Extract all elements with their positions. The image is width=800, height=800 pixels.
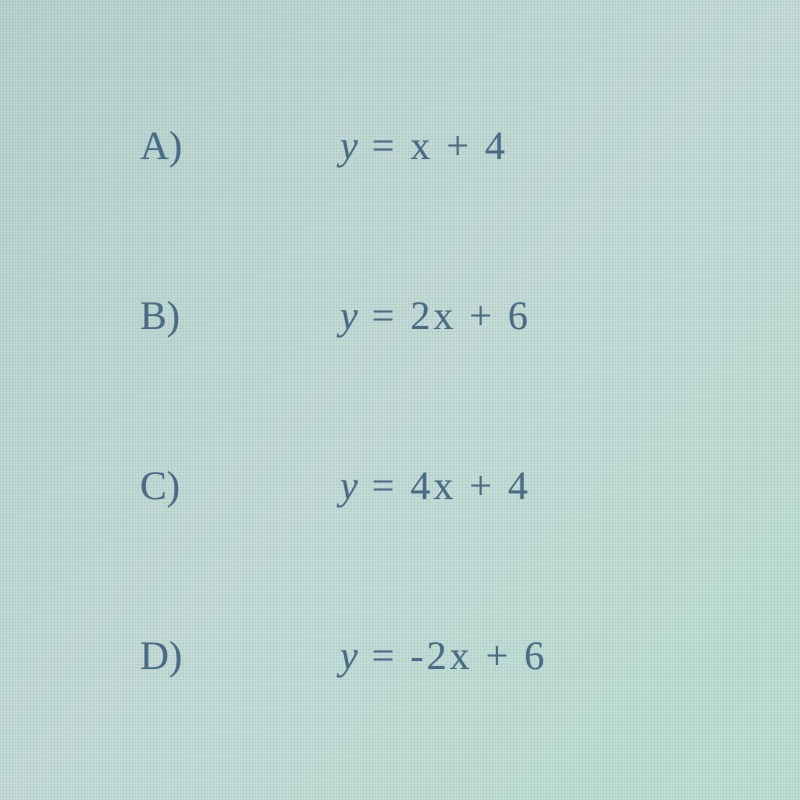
option-c-var: y: [340, 463, 359, 508]
option-d-equation: y = -2x + 6: [340, 632, 547, 679]
option-a-rest: = x + 4: [359, 123, 508, 168]
option-b-label: B): [140, 292, 200, 339]
option-a-row[interactable]: A) y = x + 4: [80, 122, 720, 169]
option-d-var: y: [340, 633, 359, 678]
option-d-row[interactable]: D) y = -2x + 6: [80, 632, 720, 679]
option-b-var: y: [340, 293, 359, 338]
option-a-var: y: [340, 123, 359, 168]
option-c-row[interactable]: C) y = 4x + 4: [80, 462, 720, 509]
option-d-rest: = -2x + 6: [359, 633, 547, 678]
option-b-row[interactable]: B) y = 2x + 6: [80, 292, 720, 339]
option-c-equation: y = 4x + 4: [340, 462, 531, 509]
option-b-equation: y = 2x + 6: [340, 292, 531, 339]
option-a-equation: y = x + 4: [340, 122, 508, 169]
options-container: A) y = x + 4 B) y = 2x + 6 C) y = 4x + 4…: [0, 0, 800, 800]
option-c-label: C): [140, 462, 200, 509]
option-c-rest: = 4x + 4: [359, 463, 531, 508]
option-a-label: A): [140, 122, 200, 169]
option-d-label: D): [140, 632, 200, 679]
option-b-rest: = 2x + 6: [359, 293, 531, 338]
